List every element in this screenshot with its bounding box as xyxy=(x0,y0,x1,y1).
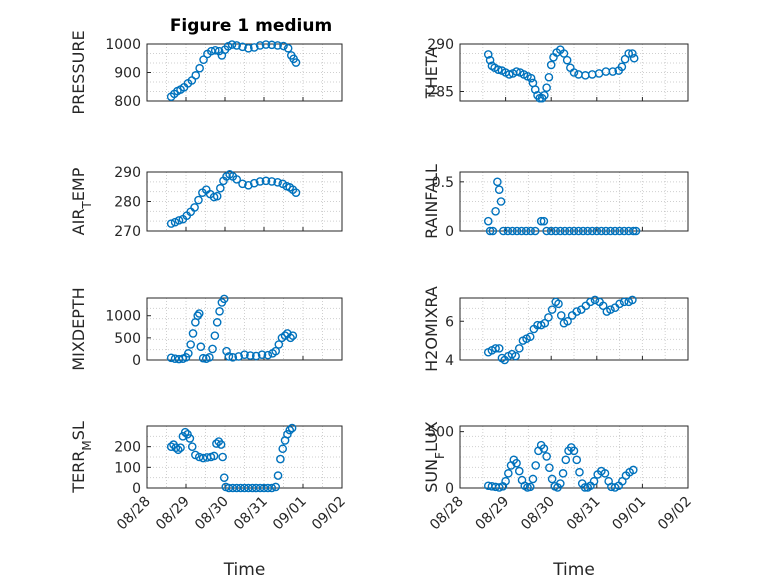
y-axis-label: MIXDEPTH xyxy=(69,287,88,370)
y-tick-label: 4 xyxy=(445,353,454,369)
y-tick-label: 6 xyxy=(445,314,454,330)
y-axis-label: PRESSURE xyxy=(69,30,88,114)
figure-title: Figure 1 medium xyxy=(170,16,332,36)
y-tick-label: 0 xyxy=(445,481,454,497)
subplot-theta: 285290THETA xyxy=(422,37,688,102)
y-axis-label: H2OMIXRA xyxy=(422,286,441,372)
y-axis-label: THETA xyxy=(422,47,441,99)
y-tick-label: 100 xyxy=(114,460,141,476)
y-tick-label: 290 xyxy=(114,165,141,181)
y-tick-label: 0 xyxy=(445,224,454,240)
y-tick-label: 1000 xyxy=(105,309,141,325)
y-tick-label: 500 xyxy=(114,331,141,347)
y-tick-label: 0 xyxy=(132,481,141,497)
y-tick-label: 900 xyxy=(114,66,141,82)
y-tick-label: 270 xyxy=(114,224,141,240)
x-axis-label: Time xyxy=(223,560,266,580)
y-tick-label: 1000 xyxy=(105,37,141,53)
y-axis-label: RAINFALL xyxy=(422,164,441,239)
y-tick-label: 800 xyxy=(114,94,141,110)
x-axis-label: Time xyxy=(552,560,595,580)
y-tick-label: 200 xyxy=(114,440,141,456)
y-tick-label: 0 xyxy=(132,353,141,369)
y-tick-label: 280 xyxy=(114,195,141,211)
